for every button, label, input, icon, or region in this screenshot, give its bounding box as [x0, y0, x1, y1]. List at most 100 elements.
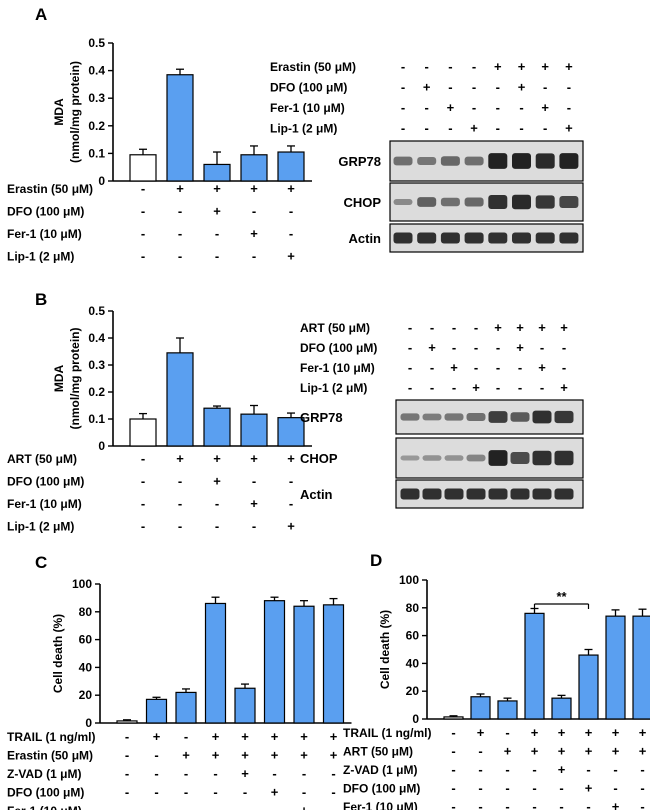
y-axis-subtitle: (nmol/mg protein) [68, 61, 82, 163]
condition-mark: + [176, 181, 184, 196]
bar [470, 696, 491, 720]
blot-condition-mark: + [560, 380, 568, 395]
condition-mark: - [141, 519, 145, 534]
condition-label: Z-VAD (1 μM) [7, 767, 81, 781]
condition-mark: + [213, 474, 221, 489]
blot-condition-mark: + [518, 59, 526, 74]
mda-chart-panel-a: 0 0.1 0.2 0.3 0.4 0.5 MDA (nmol/mg protein) Eras… [7, 36, 312, 264]
blot-condition-mark: + [423, 80, 431, 95]
blot-condition-mark: + [447, 100, 455, 115]
blot-row-label: CHOP [300, 451, 338, 466]
blot-condition-label: DFO (100 μM) [300, 341, 377, 355]
condition-mark: + [212, 748, 220, 763]
bar [234, 687, 256, 724]
blot-band [510, 488, 530, 500]
blot-condition-mark: + [470, 121, 478, 136]
condition-mark: - [478, 799, 482, 810]
condition-mark: - [141, 249, 145, 264]
condition-mark: - [213, 785, 217, 800]
condition-mark: + [241, 748, 249, 763]
blot-condition-mark: - [452, 320, 456, 335]
blot-condition-mark: - [401, 100, 405, 115]
condition-mark: + [287, 249, 295, 264]
blot-band [488, 232, 508, 244]
bar [240, 413, 268, 447]
condition-mark: - [154, 766, 158, 781]
condition-mark: + [330, 748, 338, 763]
blot-band [559, 232, 579, 244]
y-tick-label: 0 [412, 712, 419, 726]
condition-mark: + [176, 451, 184, 466]
condition-mark: - [154, 748, 158, 763]
blot-condition-mark: + [450, 360, 458, 375]
condition-mark: - [252, 519, 256, 534]
condition-label: Lip-1 (2 μM) [7, 250, 74, 264]
condition-mark: - [178, 204, 182, 219]
bar [203, 163, 231, 182]
blot-condition-mark: - [540, 340, 544, 355]
condition-mark: + [585, 781, 593, 796]
blot-condition-mark: + [516, 320, 524, 335]
condition-mark: + [241, 766, 249, 781]
blot-band [535, 232, 555, 244]
condition-mark: - [289, 204, 293, 219]
blot-condition-mark: - [401, 80, 405, 95]
blot-condition-mark: + [541, 100, 549, 115]
condition-mark: - [252, 249, 256, 264]
condition-mark: + [585, 725, 593, 740]
blot-condition-label: Lip-1 (2 μM) [300, 381, 367, 395]
blot-condition-mark: + [472, 380, 480, 395]
condition-mark: - [505, 781, 509, 796]
y-tick-label: 0.4 [88, 331, 105, 345]
bar [497, 700, 518, 720]
blot-condition-label: Fer-1 (10 μM) [300, 361, 375, 375]
blot-condition-mark: - [401, 121, 405, 136]
condition-mark: - [451, 762, 455, 777]
condition-mark: - [141, 496, 145, 511]
y-tick-label: 0.1 [88, 146, 105, 160]
blot-condition-mark: - [496, 380, 500, 395]
condition-mark: + [585, 744, 593, 759]
blot-condition-mark: + [494, 320, 502, 335]
condition-label: Fer-1 (10 μM) [7, 804, 82, 810]
blot-condition-mark: - [567, 80, 571, 95]
bar [578, 654, 599, 720]
blot-condition-mark: - [496, 340, 500, 355]
y-tick-label: 0.5 [88, 304, 105, 318]
condition-mark: - [302, 785, 306, 800]
condition-mark: - [331, 803, 335, 810]
blot-condition-mark: - [543, 121, 547, 136]
condition-mark: + [287, 451, 295, 466]
condition-mark: + [300, 729, 308, 744]
condition-label: DFO (100 μM) [7, 475, 84, 489]
y-tick-label: 0 [98, 439, 105, 453]
blot-band [554, 410, 574, 424]
condition-mark: - [252, 204, 256, 219]
condition-mark: + [287, 519, 295, 534]
blot-band [488, 195, 508, 209]
blot-band [464, 197, 484, 207]
condition-mark: - [478, 781, 482, 796]
condition-mark: - [215, 249, 219, 264]
condition-mark: + [330, 729, 338, 744]
blot-row-label: CHOP [343, 195, 381, 210]
blot-band [464, 156, 484, 166]
blot-condition-mark: + [565, 121, 573, 136]
blot-band [400, 488, 420, 500]
blot-condition-mark: - [474, 360, 478, 375]
cell-death-chart-panel-d: 0 20 40 60 80 100 Cell death (%) ** TRAIL (1 ng/… [343, 573, 650, 810]
y-tick-label: 0 [85, 716, 92, 730]
panel-letter-b: B [35, 290, 47, 309]
bar [443, 716, 464, 720]
condition-mark: + [182, 748, 190, 763]
blot-condition-mark: + [541, 59, 549, 74]
condition-mark: - [215, 226, 219, 241]
bar [605, 615, 626, 720]
condition-label: Fer-1 (10 μM) [343, 800, 418, 810]
condition-mark: - [478, 762, 482, 777]
western-blot-panel-a: Erastin (50 μM) - - - - + + + + DFO (100 μM) - + - - -… [270, 59, 584, 253]
blot-band [554, 488, 574, 500]
blot-condition-mark: - [408, 380, 412, 395]
condition-mark: - [243, 803, 247, 810]
blot-condition-mark: + [518, 80, 526, 95]
